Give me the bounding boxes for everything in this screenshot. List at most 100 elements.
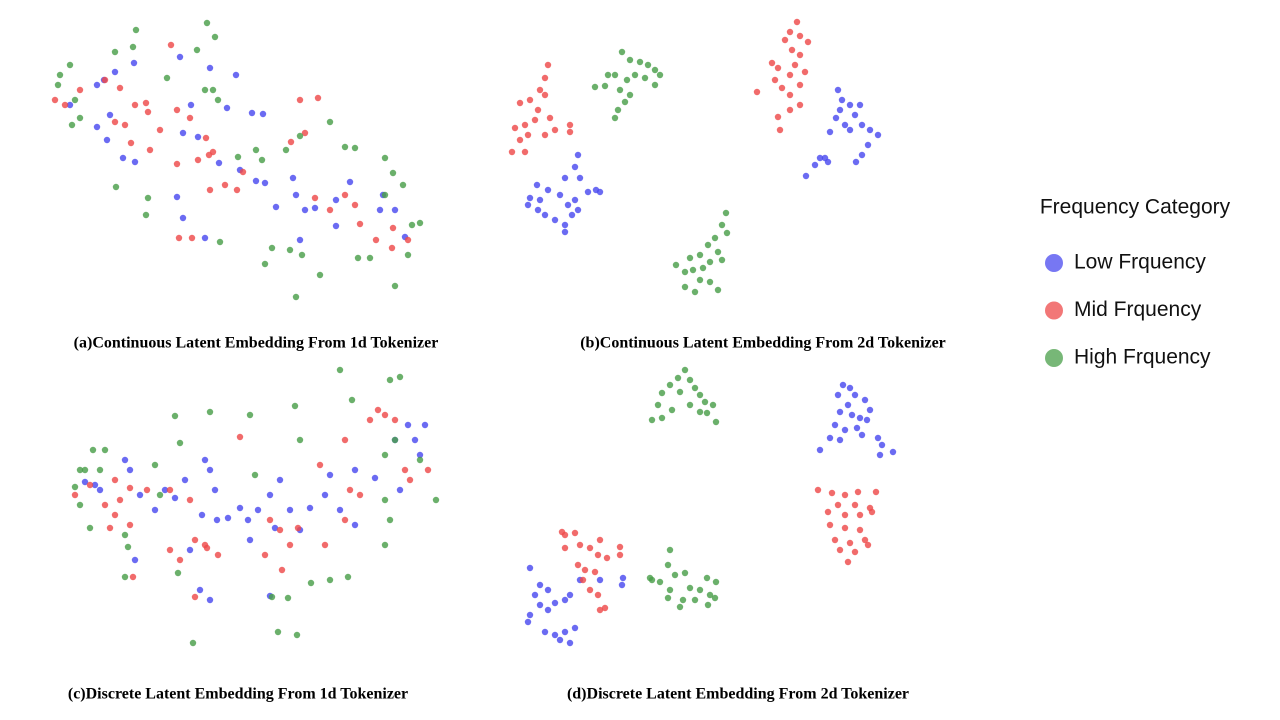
point: [286, 506, 294, 514]
point: [781, 36, 789, 44]
point: [274, 628, 282, 636]
point: [271, 524, 279, 532]
point: [826, 434, 834, 442]
point: [326, 118, 334, 126]
point: [276, 526, 284, 534]
point: [294, 524, 302, 532]
point: [656, 71, 664, 79]
point: [706, 278, 714, 286]
point: [834, 391, 842, 399]
point: [286, 246, 294, 254]
point: [176, 53, 184, 61]
point: [179, 129, 187, 137]
point: [166, 546, 174, 554]
point: [866, 126, 874, 134]
point: [591, 568, 599, 576]
point: [576, 174, 584, 182]
point: [786, 28, 794, 36]
point: [611, 71, 619, 79]
point: [351, 201, 359, 209]
point: [533, 181, 541, 189]
point: [286, 541, 294, 549]
point: [124, 543, 132, 551]
point: [618, 48, 626, 56]
point: [296, 132, 304, 140]
point: [856, 526, 864, 534]
point: [131, 556, 139, 564]
point: [771, 76, 779, 84]
point: [704, 601, 712, 609]
point: [508, 148, 516, 156]
point: [93, 123, 101, 131]
point: [381, 541, 389, 549]
point: [524, 618, 532, 626]
point: [601, 82, 609, 90]
point: [626, 56, 634, 64]
point: [591, 83, 599, 91]
point: [151, 461, 159, 469]
point: [856, 511, 864, 519]
point: [676, 603, 684, 611]
point: [631, 71, 639, 79]
point: [626, 91, 634, 99]
point: [142, 99, 150, 107]
point: [566, 591, 574, 599]
point: [268, 244, 276, 252]
point: [691, 288, 699, 296]
point: [776, 126, 784, 134]
point: [848, 411, 856, 419]
point: [201, 234, 209, 242]
point: [696, 251, 704, 259]
point: [696, 276, 704, 284]
point: [556, 191, 564, 199]
point: [846, 539, 854, 547]
point: [93, 81, 101, 89]
point: [408, 221, 416, 229]
point: [91, 481, 99, 489]
point: [81, 466, 89, 474]
point: [143, 486, 151, 494]
point: [574, 206, 582, 214]
point: [691, 384, 699, 392]
point: [753, 88, 761, 96]
point: [796, 101, 804, 109]
point: [768, 59, 776, 67]
legend-title: Frequency Category: [1040, 196, 1231, 219]
point: [703, 574, 711, 582]
point: [272, 203, 280, 211]
point: [544, 606, 552, 614]
point: [778, 84, 786, 92]
point: [121, 121, 129, 129]
point: [391, 206, 399, 214]
point: [711, 234, 719, 242]
point: [714, 248, 722, 256]
point: [186, 546, 194, 554]
point: [576, 541, 584, 549]
point: [561, 228, 569, 236]
point: [366, 254, 374, 262]
scatter-panel: (a)Continuous Latent Embedding From 1d T…: [51, 19, 438, 352]
point: [674, 374, 682, 382]
point: [432, 496, 440, 504]
point: [834, 86, 842, 94]
point: [571, 196, 579, 204]
point: [521, 121, 529, 129]
point: [536, 86, 544, 94]
point: [239, 168, 247, 176]
point: [296, 236, 304, 244]
point: [136, 491, 144, 499]
point: [571, 529, 579, 537]
point: [246, 536, 254, 544]
point: [116, 496, 124, 504]
point: [791, 61, 799, 69]
point: [878, 441, 886, 449]
point: [853, 424, 861, 432]
point: [544, 586, 552, 594]
point: [616, 543, 624, 551]
point: [541, 131, 549, 139]
point: [146, 146, 154, 154]
panel-title: (d)Discrete Latent Embedding From 2d Tok…: [567, 686, 909, 703]
point: [161, 486, 169, 494]
point: [656, 578, 664, 586]
point: [696, 408, 704, 416]
